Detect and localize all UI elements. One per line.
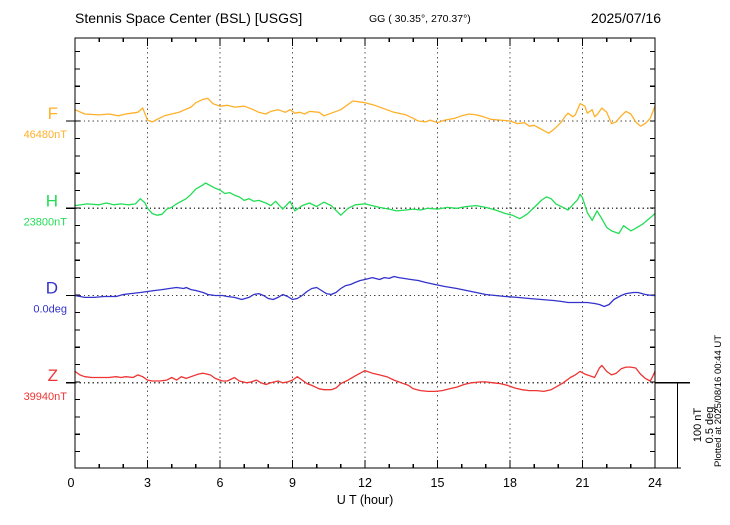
series-baseline-value-D: 0.0deg (33, 304, 67, 316)
x-tick-label-15: 15 (431, 476, 445, 490)
x-tick-label-3: 3 (144, 476, 151, 490)
station-coordinates: GG ( 30.35°, 270.37°) (369, 13, 471, 25)
trace-Z (74, 364, 656, 393)
series-labels: F 46480nT H 23800nT D 0.0deg Z 39940nT (24, 104, 68, 403)
x-axis-tick-labels: 0 3 6 9 12 15 18 21 24 (68, 476, 662, 490)
series-baseline-value-H: 23800nT (24, 216, 68, 228)
trace-H (74, 182, 656, 235)
x-axis-label: U T (hour) (337, 493, 394, 507)
trace-F (74, 97, 656, 134)
series-letter-H: H (46, 191, 58, 210)
x-tick-label-21: 21 (576, 476, 590, 490)
series-letter-D: D (46, 279, 58, 298)
series-letter-Z: Z (48, 366, 58, 385)
x-tick-label-9: 9 (289, 476, 296, 490)
amplitude-scale-bar: 100 nT 0.5 deg (655, 382, 716, 469)
plot-date: 2025/07/16 (591, 10, 661, 26)
scale-bar-deg-label: 0.5 deg (704, 407, 716, 444)
plotted-at-stamp: Plotted at 2025/08/16 00:44 UT (713, 335, 724, 467)
series-baseline-value-F: 46480nT (24, 129, 68, 141)
trace-D (74, 275, 656, 308)
x-tick-label-24: 24 (648, 476, 662, 490)
data-traces (74, 97, 656, 393)
x-tick-label-12: 12 (358, 476, 372, 490)
series-baseline-value-Z: 39940nT (24, 391, 68, 403)
page-title: Stennis Space Center (BSL) [USGS] (75, 10, 302, 26)
x-tick-label-6: 6 (217, 476, 224, 490)
x-tick-label-0: 0 (68, 476, 75, 490)
series-baselines (66, 120, 655, 384)
x-tick-label-18: 18 (503, 476, 517, 490)
axis-ticks (74, 38, 656, 468)
grid-lines (146, 38, 584, 468)
scale-bar-nt-label: 100 nT (692, 408, 704, 443)
plot-frame (74, 37, 656, 469)
series-letter-F: F (48, 104, 58, 123)
